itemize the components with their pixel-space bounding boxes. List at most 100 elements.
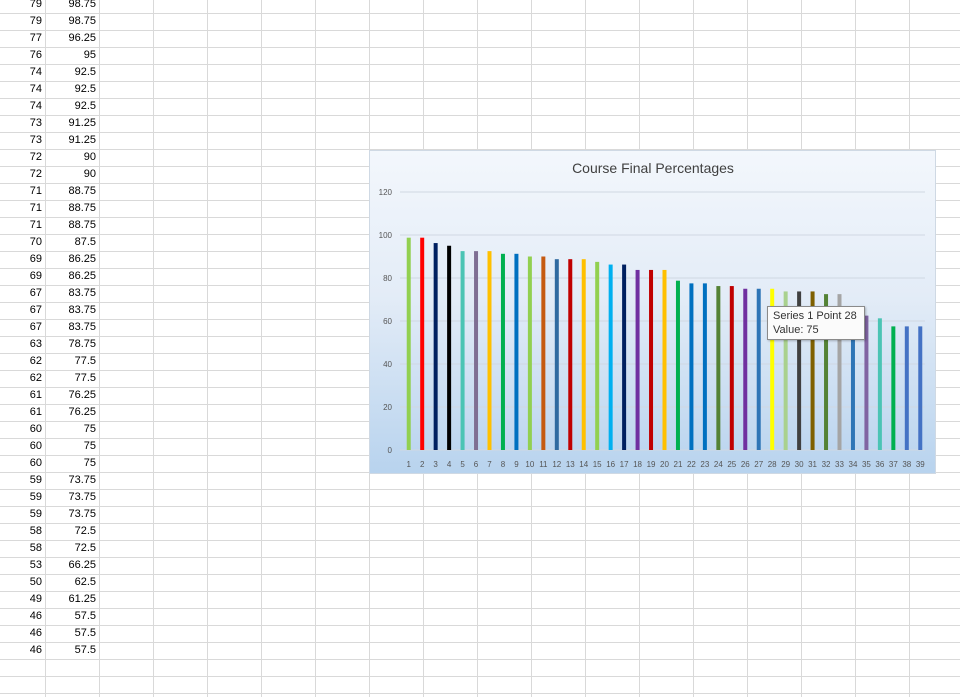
chart-bar[interactable] [554,259,559,450]
cell-percentage[interactable]: 86.25 [68,253,96,265]
chart-bar[interactable] [514,253,519,450]
cell-score[interactable]: 58 [29,525,42,537]
chart-bar[interactable] [635,269,640,450]
cell-score[interactable]: 67 [29,321,42,333]
cell-score[interactable]: 50 [29,576,42,588]
chart-bar[interactable] [474,251,479,450]
chart-bar[interactable] [662,269,667,450]
cell-percentage[interactable]: 87.5 [74,236,96,248]
cell-score[interactable]: 60 [29,440,42,452]
chart-bar[interactable] [810,291,815,450]
chart-bar[interactable] [406,237,411,450]
chart-bar[interactable] [864,315,869,450]
cell-score[interactable]: 69 [29,270,42,282]
cell-percentage[interactable]: 73.75 [68,508,96,520]
cell-percentage[interactable]: 57.5 [74,610,96,622]
cell-percentage[interactable]: 90 [83,168,96,180]
cell-score[interactable]: 58 [29,542,42,554]
chart-bar[interactable] [729,286,734,450]
chart-bar[interactable] [702,283,707,450]
chart-bar[interactable] [770,288,775,450]
cell-score[interactable]: 73 [29,134,42,146]
cell-score[interactable]: 76 [29,49,42,61]
chart-bar[interactable] [500,253,505,450]
cell-percentage[interactable]: 83.75 [68,321,96,333]
chart-bar[interactable] [837,294,842,450]
cell-percentage[interactable]: 88.75 [68,202,96,214]
cell-score[interactable]: 67 [29,287,42,299]
cell-score[interactable]: 73 [29,117,42,129]
cell-score[interactable]: 79 [29,15,42,27]
cell-percentage[interactable]: 77.5 [74,355,96,367]
cell-score[interactable]: 71 [29,202,42,214]
chart-bar[interactable] [716,286,721,450]
cell-score[interactable]: 59 [29,474,42,486]
cell-score[interactable]: 63 [29,338,42,350]
cell-percentage[interactable]: 73.75 [68,491,96,503]
cell-percentage[interactable]: 73.75 [68,474,96,486]
chart-bar[interactable] [487,251,492,450]
cell-percentage[interactable]: 91.25 [68,117,96,129]
chart-bar[interactable] [918,326,923,450]
chart-bar[interactable] [527,256,532,451]
cell-percentage[interactable]: 86.25 [68,270,96,282]
cell-score[interactable]: 61 [29,389,42,401]
cell-percentage[interactable]: 95 [83,49,96,61]
cell-score[interactable]: 77 [29,32,42,44]
cell-score[interactable]: 59 [29,508,42,520]
chart-bar[interactable] [460,251,465,450]
cell-score[interactable]: 62 [29,355,42,367]
cell-score[interactable]: 71 [29,219,42,231]
cell-percentage[interactable]: 77.5 [74,372,96,384]
chart-bar[interactable] [568,259,573,450]
chart-bar[interactable] [891,326,896,450]
chart-bar[interactable] [743,288,748,450]
cell-score[interactable]: 72 [29,151,42,163]
chart-bar[interactable] [649,269,654,450]
cell-percentage[interactable]: 88.75 [68,219,96,231]
cell-percentage[interactable]: 72.5 [74,542,96,554]
cell-score[interactable]: 74 [29,83,42,95]
cell-score[interactable]: 67 [29,304,42,316]
cell-score[interactable]: 59 [29,491,42,503]
cell-percentage[interactable]: 92.5 [74,100,96,112]
cell-percentage[interactable]: 91.25 [68,134,96,146]
chart-bar[interactable] [689,283,694,450]
cell-percentage[interactable]: 75 [83,440,96,452]
cell-score[interactable]: 61 [29,406,42,418]
chart-bar[interactable] [797,291,802,450]
cell-score[interactable]: 70 [29,236,42,248]
cell-percentage[interactable]: 92.5 [74,66,96,78]
cell-score[interactable]: 46 [29,610,42,622]
cell-score[interactable]: 79 [29,0,42,10]
cell-percentage[interactable]: 83.75 [68,287,96,299]
bar-chart[interactable]: Course Final Percentages0204060801001201… [370,151,937,475]
chart-bar[interactable] [850,307,855,450]
chart-bar[interactable] [675,280,680,450]
cell-percentage[interactable]: 90 [83,151,96,163]
chart-bar[interactable] [433,243,438,450]
cell-percentage[interactable]: 75 [83,423,96,435]
chart-bar[interactable] [622,264,627,450]
cell-score[interactable]: 49 [29,593,42,605]
cell-percentage[interactable]: 98.75 [68,15,96,27]
cell-score[interactable]: 53 [29,559,42,571]
chart-bar[interactable] [824,294,829,450]
cell-percentage[interactable]: 66.25 [68,559,96,571]
cell-score[interactable]: 72 [29,168,42,180]
cell-percentage[interactable]: 61.25 [68,593,96,605]
chart-bar[interactable] [420,237,425,450]
cell-score[interactable]: 69 [29,253,42,265]
cell-score[interactable]: 46 [29,644,42,656]
cell-percentage[interactable]: 72.5 [74,525,96,537]
cell-percentage[interactable]: 76.25 [68,389,96,401]
chart-bar[interactable] [595,261,600,450]
cell-score[interactable]: 46 [29,627,42,639]
cell-score[interactable]: 62 [29,372,42,384]
cell-percentage[interactable]: 83.75 [68,304,96,316]
cell-percentage[interactable]: 62.5 [74,576,96,588]
chart-bar[interactable] [541,256,546,451]
chart-bar[interactable] [447,245,452,450]
cell-score[interactable]: 60 [29,423,42,435]
cell-percentage[interactable]: 57.5 [74,627,96,639]
